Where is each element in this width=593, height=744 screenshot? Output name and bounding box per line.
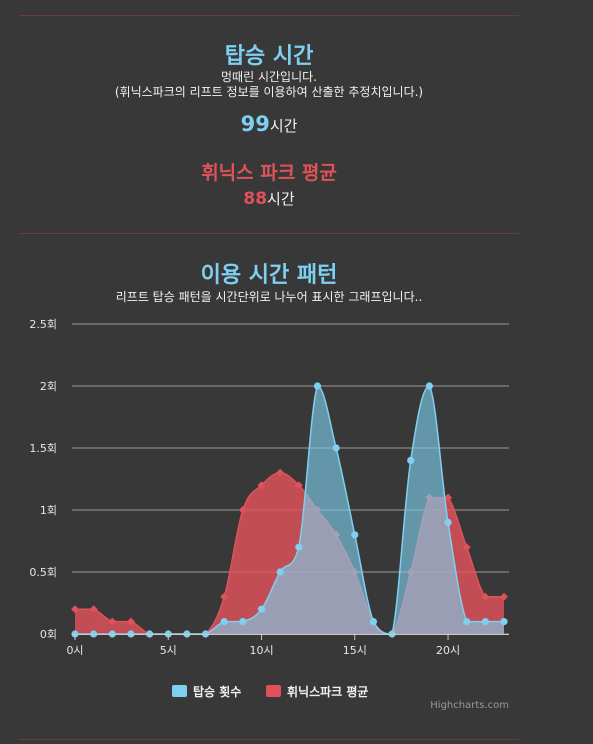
data-point[interactable] (238, 506, 247, 514)
data-point[interactable] (500, 618, 508, 626)
park-average-value: 88시간 (19, 188, 519, 209)
series-area (75, 386, 504, 634)
data-point[interactable] (313, 382, 322, 390)
legend-label: 탑승 횟수 (193, 684, 241, 699)
legend-swatch (266, 685, 281, 697)
legend[interactable]: 탑승 횟수 휘닉스파크 평균 (172, 684, 368, 699)
y-tick-label: 2.5회 (29, 318, 57, 331)
data-point[interactable] (108, 617, 117, 626)
data-point[interactable] (462, 543, 471, 552)
park-hours-number: 88 (243, 189, 268, 209)
data-point[interactable] (126, 617, 135, 626)
top-divider (19, 15, 519, 16)
pattern-title: 이용 시간 패턴 (200, 263, 338, 288)
data-point[interactable] (407, 456, 415, 464)
data-point[interactable] (294, 481, 303, 490)
data-point[interactable] (369, 618, 378, 626)
data-point[interactable] (425, 382, 433, 390)
data-point[interactable] (481, 592, 490, 601)
y-tick-label: 0회 (40, 628, 57, 641)
y-tick-label: 1.5회 (29, 442, 57, 455)
bottom-divider (19, 739, 519, 740)
data-point[interactable] (220, 618, 228, 626)
pattern-subtitle: 리프트 탑승 패턴을 시간단위로 나누어 표시한 그래프입니다.. (115, 290, 423, 304)
y-tick-label: 2회 (40, 380, 57, 393)
ride-hours-number: 99 (240, 112, 270, 136)
x-tick-label: 20시 (436, 644, 460, 657)
data-point[interactable] (220, 592, 229, 601)
data-point[interactable] (500, 592, 508, 601)
ride-time-subtitle: 멍때린 시간입니다. (221, 70, 317, 84)
data-point[interactable] (89, 605, 98, 614)
usage-pattern-chart: 0회 0.5회 1회 1.5회 2회 2.5회 0시 5시 10시 15시 20시 탑승 횟수 휘닉… (29, 318, 509, 699)
data-point[interactable] (257, 481, 266, 490)
data-point[interactable] (295, 543, 303, 551)
data-point[interactable] (276, 468, 285, 477)
y-axis-labels: 0회 0.5회 1회 1.5회 2회 2.5회 (29, 318, 57, 641)
y-tick-label: 0.5회 (29, 566, 57, 579)
x-tick-label: 0시 (66, 644, 83, 657)
legend-label: 휘닉스파크 평균 (287, 684, 368, 699)
data-point[interactable] (444, 518, 452, 526)
data-point[interactable] (481, 618, 489, 626)
ride-time-title: 탑승 시간 (224, 44, 314, 69)
data-point[interactable] (463, 618, 471, 626)
legend-item-0[interactable]: 휘닉스파크 평균 (266, 684, 368, 699)
y-tick-label: 1회 (40, 504, 57, 517)
data-point[interactable] (444, 493, 453, 502)
data-point[interactable] (276, 568, 284, 576)
ride-hours-unit: 시간 (269, 117, 298, 135)
data-point[interactable] (257, 605, 266, 613)
x-axis: 0시 5시 10시 15시 20시 (66, 634, 509, 657)
x-tick-label: 5시 (160, 644, 177, 657)
legend-swatch (172, 685, 187, 697)
middle-divider (19, 233, 519, 234)
series-area (75, 472, 504, 634)
chart-credits[interactable]: Highcharts.com (430, 700, 509, 711)
park-average-title: 휘닉스 파크 평균 (201, 162, 337, 184)
data-point[interactable] (332, 444, 340, 452)
ride-time-note: (휘닉스파크의 리프트 정보를 이용하여 산출한 추정치입니다.) (114, 85, 424, 99)
x-tick-label: 10시 (249, 644, 273, 657)
x-tick-label: 15시 (343, 644, 367, 657)
data-point[interactable] (239, 618, 247, 626)
data-point[interactable] (351, 531, 359, 539)
data-point[interactable] (71, 605, 79, 614)
park-hours-unit: 시간 (267, 190, 295, 208)
legend-item-1[interactable]: 탑승 횟수 (172, 684, 241, 699)
ride-time-value: 99시간 (19, 112, 519, 136)
